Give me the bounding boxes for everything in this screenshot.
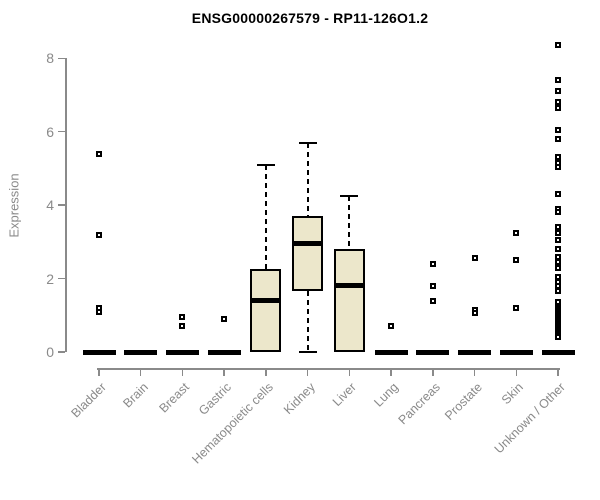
outlier-point bbox=[555, 104, 562, 111]
y-axis-tick bbox=[58, 204, 65, 206]
x-axis-tick bbox=[390, 369, 392, 376]
outlier-point bbox=[555, 224, 562, 231]
median-line bbox=[292, 241, 324, 247]
outlier-point bbox=[555, 299, 562, 306]
outlier-point bbox=[96, 150, 102, 157]
outlier-point bbox=[555, 288, 562, 295]
x-tick-label: Hematopoietic cells bbox=[189, 380, 276, 467]
collapsed-box-bar bbox=[416, 349, 450, 355]
outlier-point bbox=[555, 209, 562, 216]
outlier-point bbox=[555, 136, 562, 143]
collapsed-box-bar bbox=[82, 349, 116, 355]
chart-title: ENSG00000267579 - RP11-126O1.2 bbox=[191, 10, 429, 26]
outlier-point bbox=[555, 191, 562, 198]
outlier-point bbox=[471, 310, 478, 317]
collapsed-box-bar bbox=[541, 349, 575, 355]
whisker-upper bbox=[264, 164, 267, 270]
outlier-point bbox=[513, 304, 520, 311]
y-tick-label: 4 bbox=[46, 197, 54, 214]
x-axis-line bbox=[97, 368, 561, 370]
x-axis-tick bbox=[306, 369, 309, 376]
outlier-point bbox=[555, 229, 562, 236]
outlier-point bbox=[96, 308, 102, 315]
y-tick-label: 8 bbox=[46, 50, 54, 67]
y-axis-tick bbox=[58, 351, 65, 353]
collapsed-box-bar bbox=[124, 349, 158, 355]
x-axis-tick bbox=[557, 369, 559, 376]
outlier-point bbox=[555, 334, 562, 341]
outlier-point bbox=[555, 282, 562, 289]
outlier-point bbox=[555, 88, 562, 95]
x-tick-label: Brain bbox=[120, 380, 151, 411]
outlier-point bbox=[555, 77, 562, 84]
x-tick-label: Kidney bbox=[280, 380, 318, 417]
median-line bbox=[250, 298, 282, 304]
outlier-point bbox=[555, 99, 562, 106]
outlier-point bbox=[555, 237, 562, 244]
outlier-point bbox=[471, 255, 478, 262]
x-tick-label: Skin bbox=[499, 380, 527, 408]
median-line bbox=[333, 283, 365, 289]
y-tick-label: 0 bbox=[46, 344, 54, 360]
outlier-point bbox=[388, 323, 395, 330]
outlier-point bbox=[221, 315, 228, 322]
collapsed-box-bar bbox=[207, 349, 241, 355]
x-axis-tick bbox=[223, 369, 225, 376]
outlier-point bbox=[513, 229, 520, 236]
y-axis-line bbox=[65, 58, 67, 352]
outlier-point bbox=[179, 323, 186, 330]
outlier-point bbox=[555, 126, 562, 133]
outlier-point bbox=[555, 154, 562, 161]
x-tick-label: Breast bbox=[156, 380, 193, 416]
box bbox=[250, 269, 282, 352]
outlier-point bbox=[555, 264, 562, 271]
y-axis-tick bbox=[58, 277, 65, 280]
outlier-point bbox=[555, 163, 562, 170]
whisker-cap-lower bbox=[298, 351, 317, 353]
outlier-point bbox=[96, 231, 102, 238]
x-axis-tick bbox=[181, 369, 184, 376]
y-tick-label: 6 bbox=[46, 123, 54, 140]
x-tick-label: Prostate bbox=[441, 380, 485, 423]
whisker-cap-upper bbox=[298, 141, 317, 144]
x-tick-label: Liver bbox=[330, 380, 360, 410]
outlier-point bbox=[513, 257, 520, 264]
x-axis-tick bbox=[432, 369, 434, 376]
outlier-point bbox=[429, 260, 436, 267]
outlier-point bbox=[555, 253, 562, 260]
x-axis-tick bbox=[348, 369, 351, 376]
x-axis-tick bbox=[515, 369, 518, 376]
outlier-point bbox=[555, 259, 562, 266]
collapsed-box-bar bbox=[458, 349, 492, 355]
whisker-lower bbox=[306, 291, 309, 352]
whisker-cap-upper bbox=[256, 163, 275, 166]
whisker-upper bbox=[348, 195, 351, 250]
x-tick-label: Lung bbox=[371, 380, 402, 410]
x-tick-label: Bladder bbox=[68, 380, 109, 421]
outlier-point bbox=[555, 246, 562, 253]
collapsed-box-bar bbox=[499, 349, 533, 355]
x-axis-tick bbox=[98, 369, 100, 376]
outlier-point bbox=[429, 297, 436, 304]
y-tick-label: 2 bbox=[46, 270, 54, 287]
collapsed-box-bar bbox=[165, 349, 199, 355]
outlier-point bbox=[179, 314, 186, 321]
outlier-point bbox=[429, 282, 436, 289]
x-tick-label: Pancreas bbox=[395, 380, 443, 428]
outlier-point bbox=[555, 42, 562, 49]
whisker-cap-upper bbox=[340, 194, 359, 197]
x-tick-label: Gastric bbox=[196, 380, 235, 418]
collapsed-box-bar bbox=[374, 349, 408, 355]
box bbox=[292, 216, 324, 292]
x-axis-tick bbox=[139, 369, 142, 376]
y-axis-tick bbox=[58, 57, 65, 60]
y-axis-tick bbox=[58, 130, 65, 133]
x-axis-tick bbox=[473, 369, 476, 376]
whisker-upper bbox=[306, 142, 309, 217]
x-axis-tick bbox=[265, 369, 267, 376]
box bbox=[333, 249, 365, 352]
outlier-point bbox=[555, 273, 562, 280]
